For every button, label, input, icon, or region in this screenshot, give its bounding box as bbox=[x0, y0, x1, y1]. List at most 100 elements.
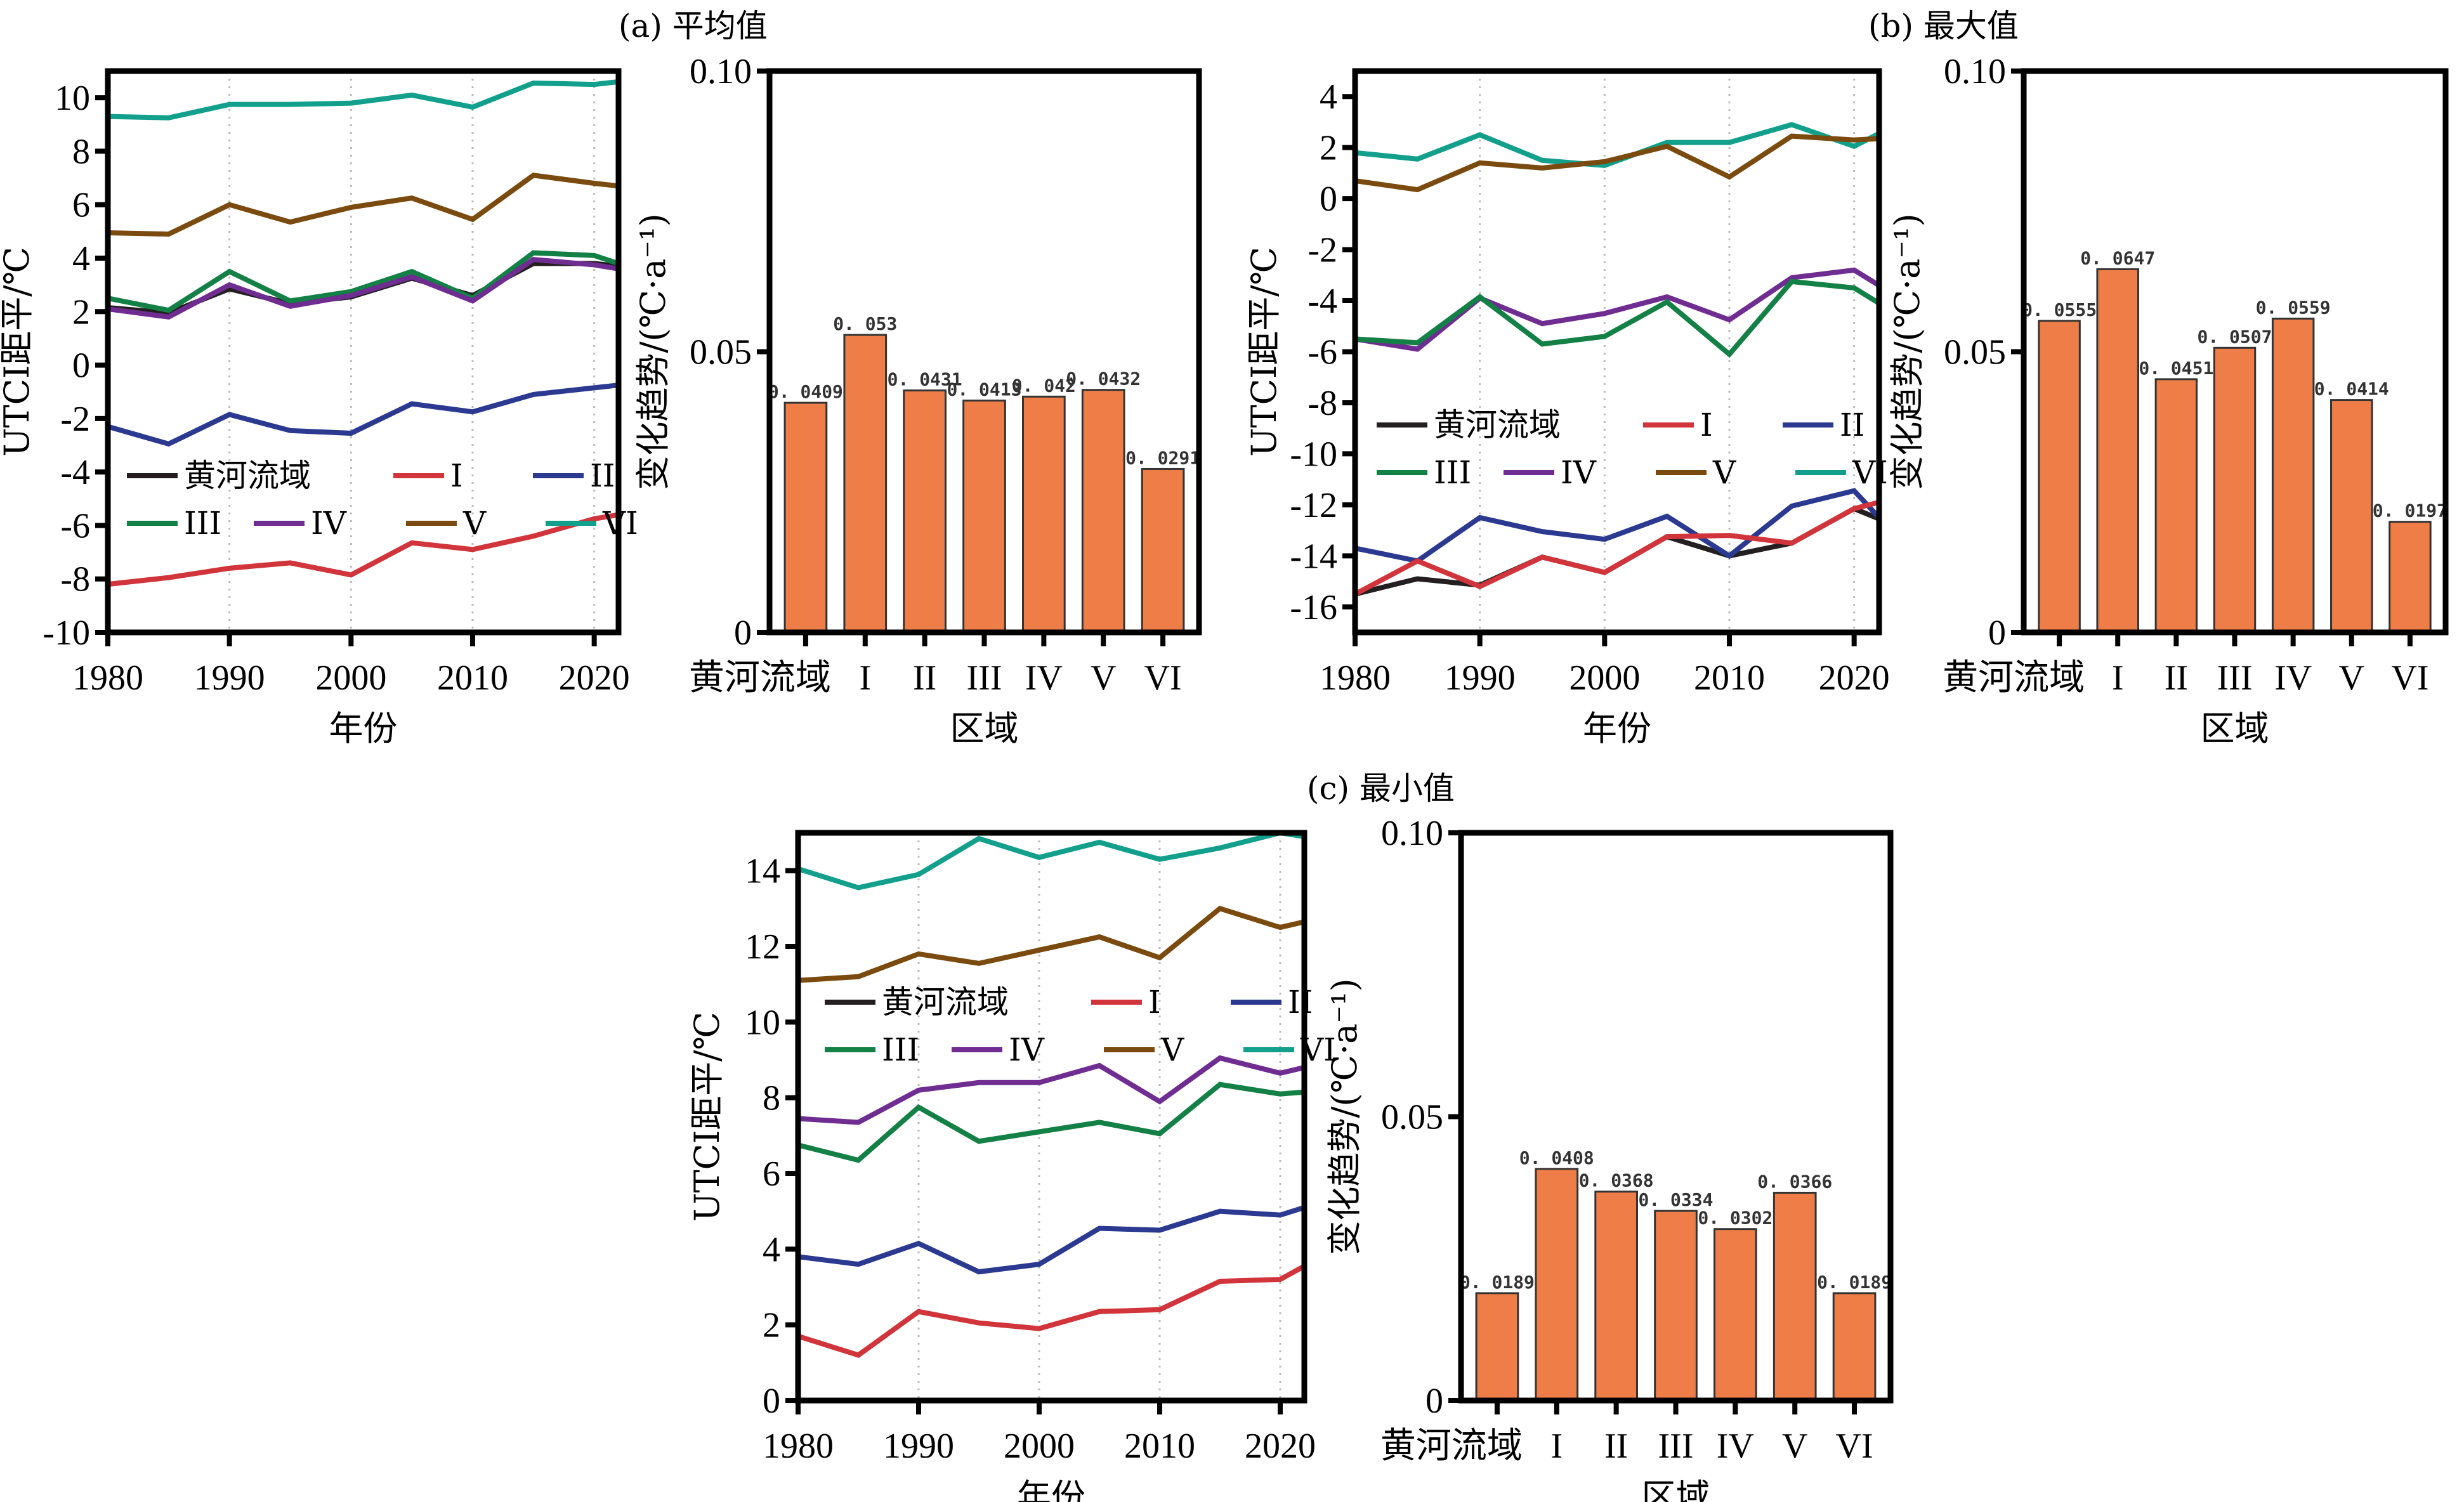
y-tick-label: 0.05 bbox=[690, 333, 752, 372]
legend-item: II bbox=[1783, 407, 1865, 443]
legend-item: V bbox=[1656, 454, 1736, 491]
y-tick-label: -8 bbox=[1307, 384, 1337, 423]
x-tick-label: I bbox=[2112, 658, 2124, 698]
legend-item: III bbox=[1377, 454, 1471, 491]
y-tick-label: 8 bbox=[763, 1079, 780, 1118]
legend-label: II bbox=[1288, 984, 1313, 1021]
x-tick-label: IV bbox=[2274, 658, 2312, 698]
bar bbox=[2271, 317, 2315, 634]
bar-value-label: 0. 0559 bbox=[2256, 297, 2331, 318]
bar-value-label: 0. 0507 bbox=[2197, 326, 2272, 347]
legend-label: V bbox=[462, 505, 487, 542]
x-tick-label: IV bbox=[1717, 1427, 1754, 1466]
y-tick-label: -6 bbox=[1307, 333, 1337, 372]
panel-title-b: (b) 最大值 bbox=[1868, 8, 2019, 44]
legend-item: II bbox=[533, 457, 615, 494]
x-tick-label: I bbox=[859, 658, 871, 698]
x-tick-label: 2000 bbox=[1569, 658, 1640, 698]
x-tick-label: II bbox=[1604, 1427, 1628, 1466]
legend-label: I bbox=[1148, 984, 1161, 1021]
y-tick-label: -2 bbox=[1307, 231, 1337, 270]
bar-value-label: 0. 0368 bbox=[1579, 1170, 1654, 1191]
legend-item: 黄河流域 bbox=[825, 984, 1009, 1021]
legend-item: III bbox=[127, 505, 221, 542]
x-tick-label: 2020 bbox=[559, 658, 630, 698]
x-axis-title: 区域 bbox=[950, 709, 1019, 748]
x-tick-label: 2000 bbox=[1004, 1427, 1075, 1466]
y-tick-label: 0.05 bbox=[1944, 333, 2006, 372]
x-tick-label: 2020 bbox=[1819, 658, 1890, 698]
bar bbox=[2389, 521, 2432, 634]
series-line-III bbox=[107, 250, 620, 313]
x-tick-label: 1980 bbox=[1320, 658, 1391, 698]
series-line-I bbox=[107, 512, 619, 587]
chart-c-line: 1980 1990 2000 2010 2020 0 2 4 6 8 10 12 14 年份 UTCI距平/… bbox=[687, 830, 1336, 1502]
legend-label: V bbox=[1712, 454, 1736, 491]
legend-item: 黄河流域 bbox=[127, 457, 311, 494]
series-line-I bbox=[1354, 499, 1880, 597]
bar bbox=[1654, 1210, 1698, 1402]
x-tick-label: 1990 bbox=[194, 658, 265, 698]
panel-title-a: (a) 平均值 bbox=[619, 8, 768, 44]
y-tick-label: -12 bbox=[1290, 486, 1337, 525]
chart-b-line: 1980 1990 2000 2010 2020 -16 -14 -12 -10 -8 -6 -4 -2… bbox=[1244, 68, 1890, 748]
y-tick-label: 0 bbox=[72, 346, 90, 386]
bar bbox=[1773, 1191, 1817, 1402]
bar-value-label: 0. 0197 bbox=[2373, 500, 2448, 521]
y-tick-label: -8 bbox=[60, 560, 90, 599]
x-axis-title: 年份 bbox=[1017, 1477, 1085, 1502]
bar-value-label: 0. 0302 bbox=[1698, 1208, 1773, 1229]
series-line-VI bbox=[797, 830, 1305, 891]
legend-item: I bbox=[1091, 984, 1161, 1021]
y-tick-label: 10 bbox=[55, 79, 90, 118]
y-axis-title: UTCI距平/℃ bbox=[1244, 247, 1284, 457]
legend-item: I bbox=[393, 457, 463, 494]
bar-value-label: 0. 0189 bbox=[1817, 1272, 1892, 1293]
y-axis-title: UTCI距平/℃ bbox=[0, 247, 37, 457]
legend-label: 黄河流域 bbox=[882, 984, 1009, 1021]
y-tick-label: 4 bbox=[72, 239, 90, 278]
y-axis-title: 变化趋势/(℃·a⁻¹) bbox=[1325, 978, 1365, 1255]
y-tick-label: 2 bbox=[1320, 129, 1337, 168]
chart-c-bar: 0. 0189 黄河流域 0. 0408 I 0. 0368 II 0. 0334 III 0.… bbox=[1325, 814, 1894, 1502]
x-tick-label: I bbox=[1550, 1427, 1563, 1466]
series-line-IV bbox=[107, 256, 619, 320]
legend-label: III bbox=[882, 1031, 919, 1068]
x-axis-title: 区域 bbox=[2201, 709, 2269, 748]
x-tick-label: V bbox=[2339, 658, 2364, 698]
panel-title-c: (c) 最小值 bbox=[1307, 770, 1455, 807]
series-line-III bbox=[1354, 278, 1881, 358]
x-tick-label: IV bbox=[1025, 658, 1063, 698]
y-tick-label: -2 bbox=[60, 400, 90, 439]
x-tick-label: II bbox=[913, 658, 936, 698]
y-tick-label: 0.10 bbox=[1944, 52, 2006, 91]
bar-value-label: 0. 042 bbox=[1012, 375, 1076, 396]
x-tick-label: 黄河流域 bbox=[1380, 1427, 1523, 1466]
x-tick-label: 2010 bbox=[437, 658, 508, 698]
bar-value-label: 0. 0291 bbox=[1125, 447, 1200, 468]
y-tick-label: 14 bbox=[745, 852, 780, 891]
bar bbox=[903, 389, 947, 634]
x-tick-label: 1990 bbox=[1445, 658, 1516, 698]
bar bbox=[1081, 389, 1125, 634]
legend-label: I bbox=[1700, 407, 1713, 443]
y-tick-label: 0.05 bbox=[1381, 1098, 1443, 1137]
bar bbox=[2154, 378, 2198, 634]
series-line-V bbox=[107, 173, 619, 237]
y-tick-label: 0.10 bbox=[690, 52, 752, 91]
legend-item: V bbox=[406, 505, 487, 542]
series-line-II bbox=[107, 382, 619, 447]
x-tick-label: V bbox=[1782, 1427, 1807, 1466]
x-tick-label: 2010 bbox=[1694, 658, 1765, 698]
bar bbox=[2213, 346, 2257, 634]
y-tick-label: 4 bbox=[763, 1230, 780, 1269]
x-tick-label: VI bbox=[2391, 658, 2428, 698]
legend-label: IV bbox=[311, 505, 347, 542]
bar bbox=[2096, 268, 2139, 634]
y-axis-title: 变化趋势/(℃·a⁻¹) bbox=[1887, 213, 1927, 490]
y-tick-label: 0 bbox=[1320, 180, 1337, 219]
bar bbox=[1141, 467, 1185, 634]
x-tick-label: 黄河流域 bbox=[1943, 658, 2085, 698]
bar-value-label: 0. 0366 bbox=[1757, 1171, 1832, 1192]
y-axis-title: UTCI距平/℃ bbox=[687, 1012, 727, 1222]
